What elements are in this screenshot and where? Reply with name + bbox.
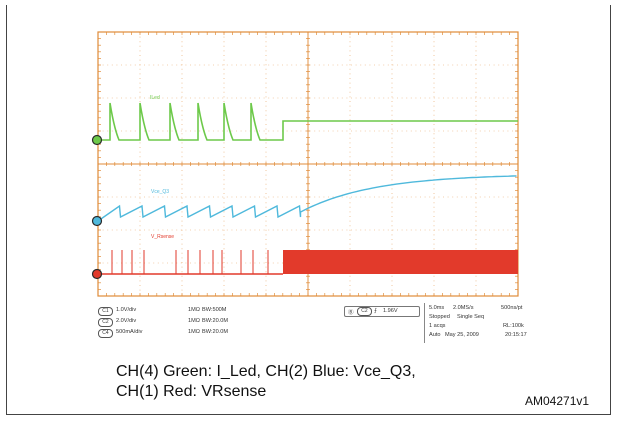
timebase: 5.0ms [429,305,445,311]
channel-tag: C4 [98,329,113,338]
red-trace-label: V_Rsense [151,234,174,240]
trigger-icon: Ⓑ [348,310,354,316]
green-trace-label: ILed [150,95,160,101]
acq-count: 1 acqs [429,323,446,329]
channel-markers [91,134,103,280]
record-length: RL:100k [503,323,524,329]
blue-channel-marker [91,215,103,227]
figure-code: AM04271v1 [525,394,590,408]
red-trace-dense-band [283,250,518,274]
caption-line-2: CH(1) Red: VRsense [116,383,267,400]
channel-bandwidth: BW:20.0M [202,318,229,324]
figure-frame [6,5,611,415]
channel-impedance: 1MΩ [188,318,200,324]
trigger-channel-tag: C2 [357,307,372,316]
scope-status-bar: C1 1.0V/div 1MΩ BW:500M C2 2.0V/div 1MΩ … [96,303,528,343]
caption-line-1: CH(4) Green: I_Led, CH(2) Blue: Vce_Q3, [116,363,416,380]
oscilloscope-screen: ILed Vce_Q3 V_Rsense [88,0,528,300]
scope-grid [97,31,519,297]
channel-bandwidth: BW:500M [202,307,227,313]
figure-caption: CH(4) Green: I_Led, CH(2) Blue: Vce_Q3, … [116,362,536,402]
trigger-setting: Ⓑ C2 ⨍ 1.96V [344,306,420,317]
trace-labels: ILed Vce_Q3 V_Rsense [150,95,174,240]
channel-scale: 500mA/div [116,329,143,335]
channel-row: C2 2.0V/div 1MΩ BW:20.0M [98,317,248,327]
acq-date: May 25, 2009 [445,332,479,338]
green-trace-iled [98,102,518,141]
channel-tag: C1 [98,307,113,316]
channel-scale: 1.0V/div [116,307,137,313]
channel-row: C1 1.0V/div 1MΩ BW:500M [98,306,248,316]
channel-impedance: 1MΩ [188,329,200,335]
resolution: 500ns/pt [501,305,523,311]
trigger-level: 1.96V [383,308,398,314]
trigger-mode: Auto [429,332,441,338]
channel-tag: C2 [98,318,113,327]
green-channel-marker [91,134,103,146]
blue-trace-label: Vce_Q3 [151,189,169,195]
channel-settings: C1 1.0V/div 1MΩ BW:500M C2 2.0V/div 1MΩ … [98,306,248,340]
sample-rate: 2.0MS/s [453,305,474,311]
acquisition-info: 5.0ms 2.0MS/s 500ns/pt Stopped Single Se… [424,303,529,343]
acq-state: Stopped [429,314,450,320]
channel-impedance: 1MΩ [188,307,200,313]
scope-traces [97,102,518,275]
rising-edge-icon: ⨍ [374,308,377,314]
channel-scale: 2.0V/div [116,318,137,324]
channel-row: C4 500mA/div 1MΩ BW:20.0M [98,328,248,338]
acq-time: 20:15:17 [505,332,527,338]
blue-trace-vce-q3 [97,175,517,222]
channel-bandwidth: BW:20.0M [202,329,229,335]
acq-mode: Single Seq [457,314,485,320]
red-channel-marker [91,268,103,280]
